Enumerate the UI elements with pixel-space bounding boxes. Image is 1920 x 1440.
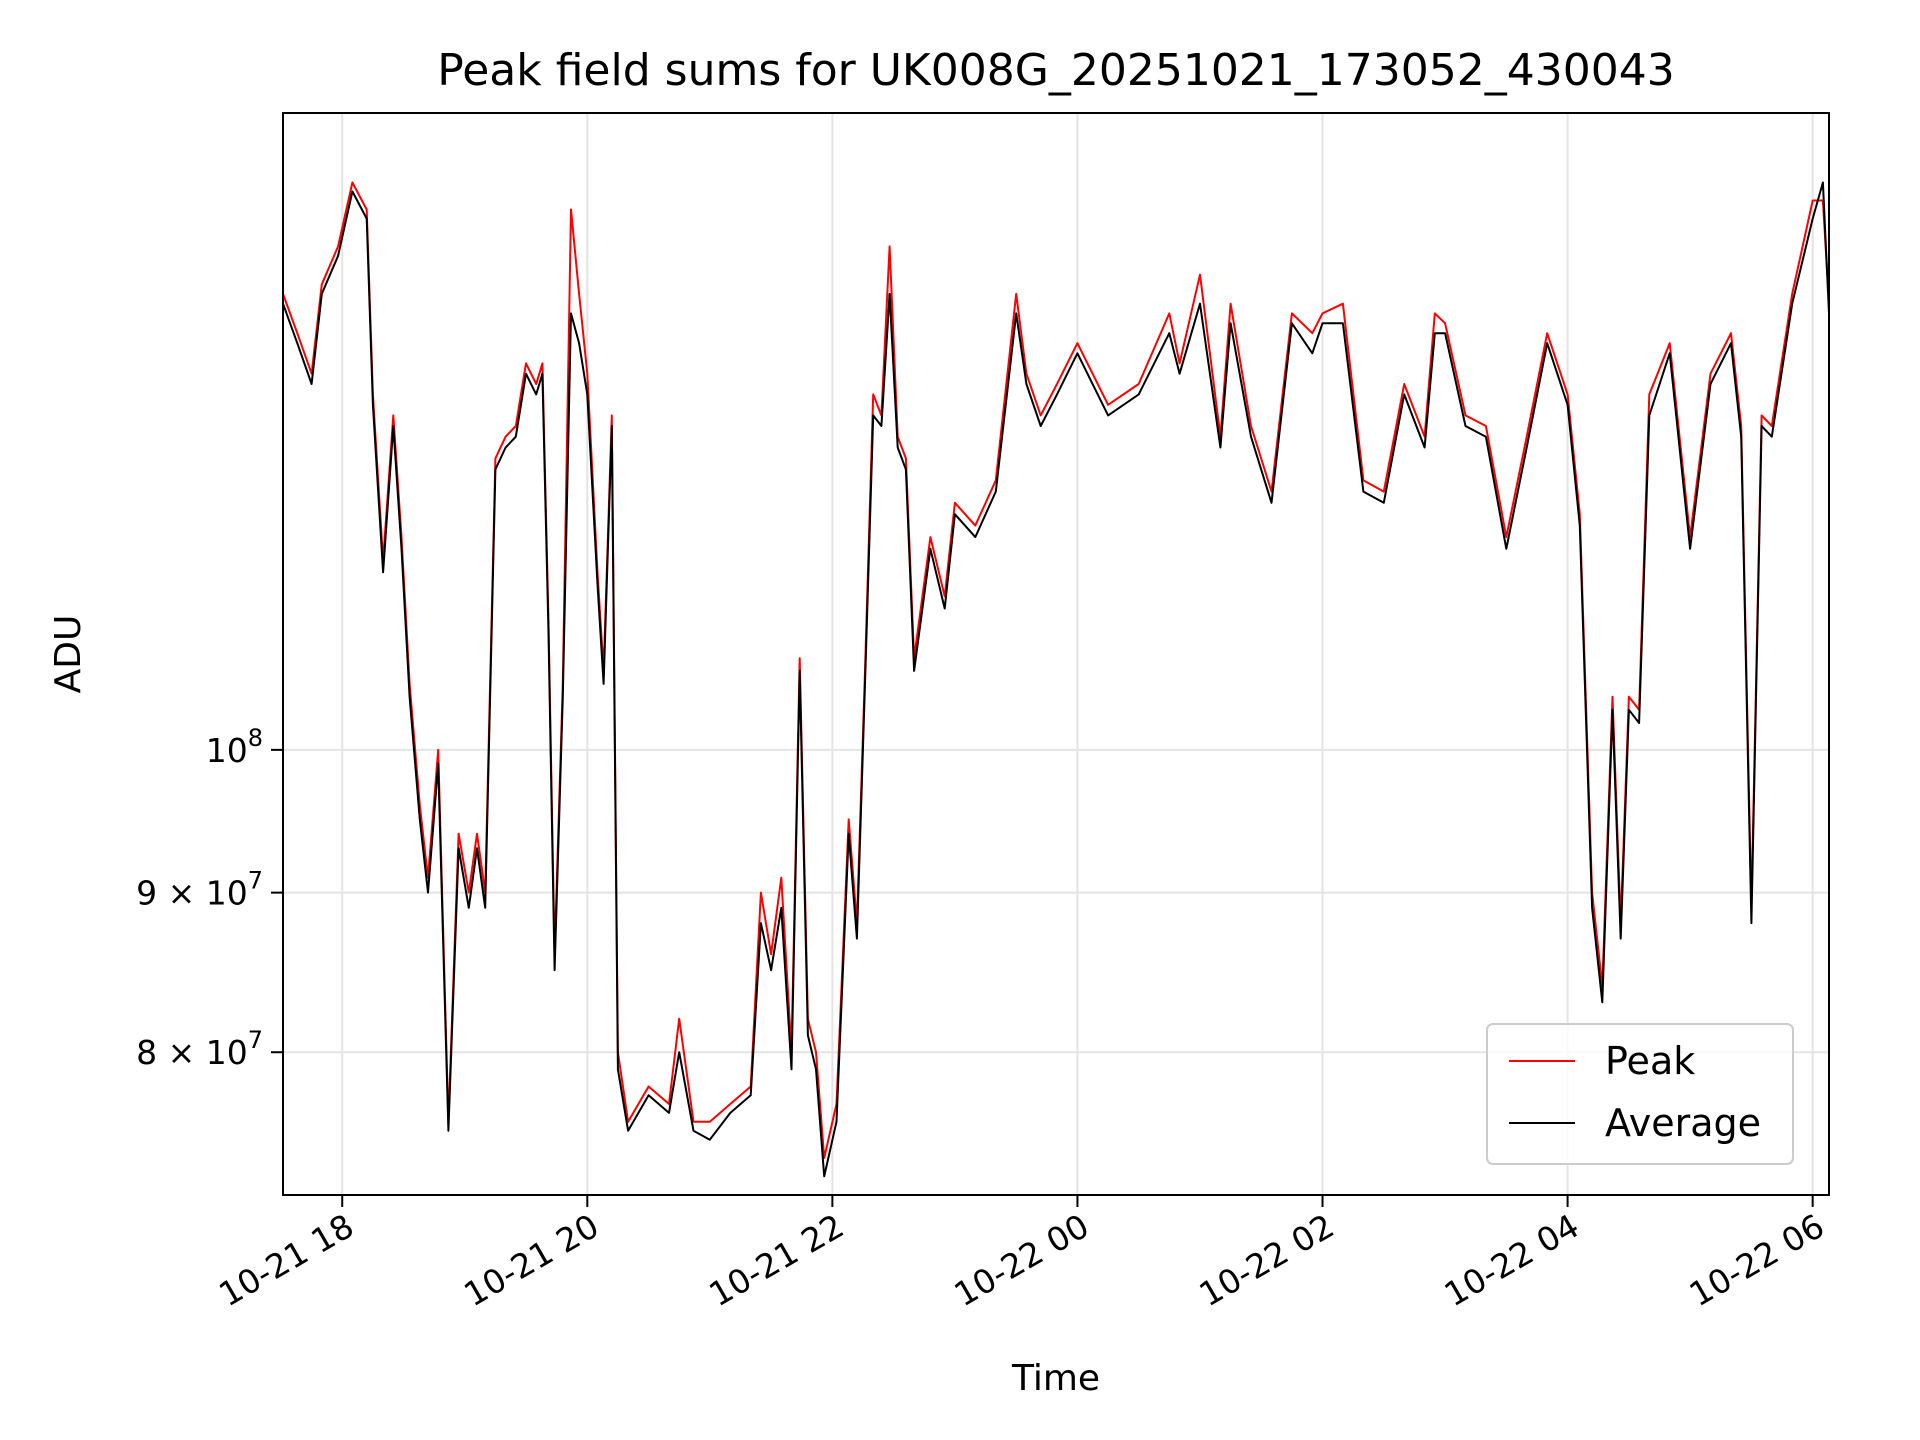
- y-tick-exponent: 7: [248, 1026, 263, 1054]
- y-tick-exponent: 8: [248, 724, 263, 752]
- y-tick-base: 9 × 10: [136, 874, 248, 913]
- y-tick-base: 8 × 10: [136, 1033, 248, 1072]
- y-tick-base: 10: [206, 731, 248, 770]
- y-axis-label: ADU: [48, 615, 89, 694]
- legend: Peak Average: [1486, 1023, 1794, 1165]
- chart-title: Peak field sums for UK008G_20251021_1730…: [437, 45, 1674, 96]
- y-tick-label: 108: [206, 724, 263, 770]
- legend-label-peak: Peak: [1605, 1039, 1695, 1083]
- y-tick-label: 9 × 107: [136, 867, 263, 913]
- series-layer: [283, 181, 1829, 1178]
- plot-frame: [282, 112, 1830, 1196]
- y-tick-label: 8 × 107: [136, 1026, 263, 1072]
- series-line-average: [283, 181, 1829, 1178]
- x-axis-label: Time: [1011, 1358, 1100, 1399]
- y-tick-exponent: 7: [248, 867, 263, 895]
- legend-box: [1486, 1023, 1794, 1165]
- legend-label-average: Average: [1605, 1101, 1761, 1145]
- grid: [283, 113, 1829, 1195]
